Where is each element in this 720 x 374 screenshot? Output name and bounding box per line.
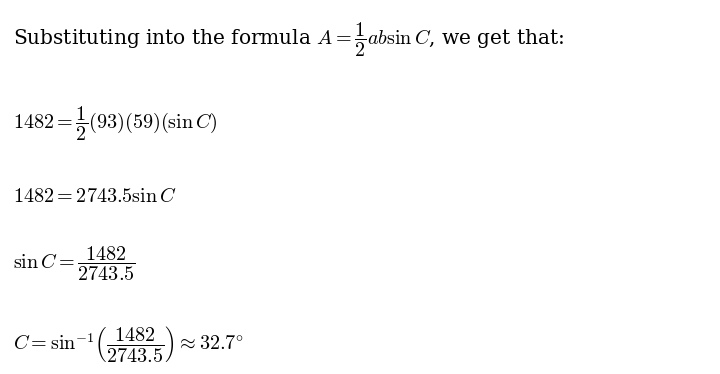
Text: $C = \sin^{-1}\!\left(\dfrac{1482}{2743.5}\right) \approx 32.7^{\circ}$: $C = \sin^{-1}\!\left(\dfrac{1482}{2743.… xyxy=(13,324,244,364)
Text: $\sin C = \dfrac{1482}{2743.5}$: $\sin C = \dfrac{1482}{2743.5}$ xyxy=(13,245,135,283)
Text: $1482 = \dfrac{1}{2}(93)(59)(\sin C)$: $1482 = \dfrac{1}{2}(93)(59)(\sin C)$ xyxy=(13,105,217,143)
Text: Substituting into the formula $A = \dfrac{1}{2}ab\sin C$, we get that:: Substituting into the formula $A = \dfra… xyxy=(13,21,564,59)
Text: $1482 = 2743.5 \sin C$: $1482 = 2743.5 \sin C$ xyxy=(13,187,177,206)
